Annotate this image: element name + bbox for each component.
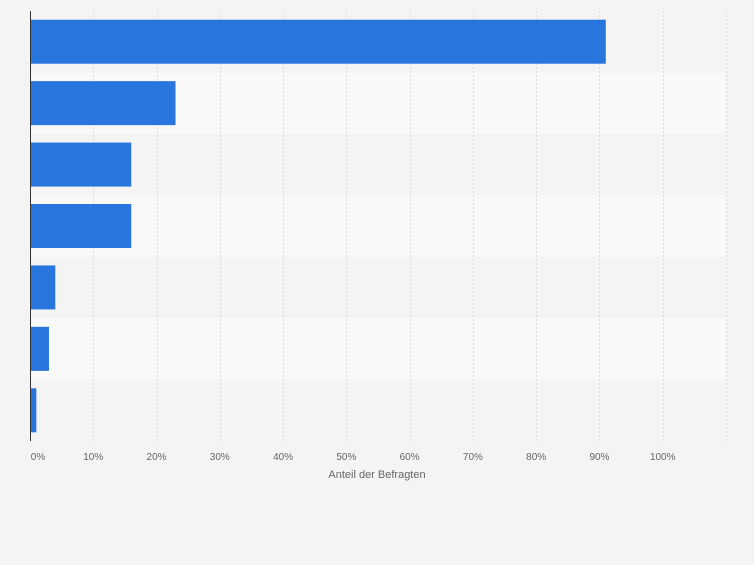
row-band: [30, 379, 726, 441]
x-tick-label: 40%: [273, 452, 293, 463]
bar[interactable]: [30, 326, 49, 371]
bar[interactable]: [30, 142, 132, 187]
x-tick-label: 50%: [336, 452, 356, 463]
row-band: [30, 256, 726, 319]
bars: [30, 19, 606, 433]
row-band: [30, 133, 726, 196]
bar[interactable]: [30, 265, 56, 310]
row-band: [30, 318, 726, 380]
x-axis-label: Anteil der Befragten: [328, 469, 425, 481]
x-tick-label: 70%: [463, 452, 483, 463]
bar[interactable]: [30, 19, 606, 64]
bar[interactable]: [30, 204, 132, 248]
row-band: [30, 195, 726, 257]
row-bands: [30, 11, 726, 441]
x-tick-label: 30%: [210, 452, 230, 463]
x-tick-label: 60%: [400, 452, 420, 463]
x-tick-labels: 0% 10% 20% 30% 40% 50% 60% 70% 80% 90% 100%: [31, 452, 676, 463]
x-tick-label: 90%: [589, 452, 609, 463]
x-tick-label: 10%: [83, 452, 103, 463]
bar[interactable]: [30, 81, 176, 126]
x-tick-label: 80%: [526, 452, 546, 463]
x-tick-label: 20%: [147, 452, 167, 463]
bar[interactable]: [30, 388, 37, 433]
x-tick-label: 0%: [31, 452, 46, 463]
x-tick-label: 100%: [650, 452, 676, 463]
